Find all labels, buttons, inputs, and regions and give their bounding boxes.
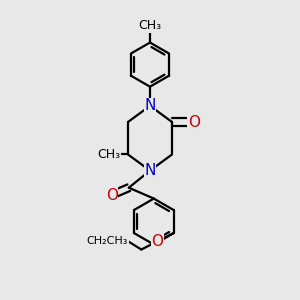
Text: O: O <box>188 115 200 130</box>
Text: O: O <box>106 188 118 202</box>
Text: N: N <box>144 98 156 113</box>
Text: CH₃: CH₃ <box>138 19 162 32</box>
Text: CH₂CH₃: CH₂CH₃ <box>87 236 128 246</box>
Text: N: N <box>144 163 156 178</box>
Text: CH₃: CH₃ <box>97 148 120 161</box>
Text: O: O <box>152 234 164 249</box>
